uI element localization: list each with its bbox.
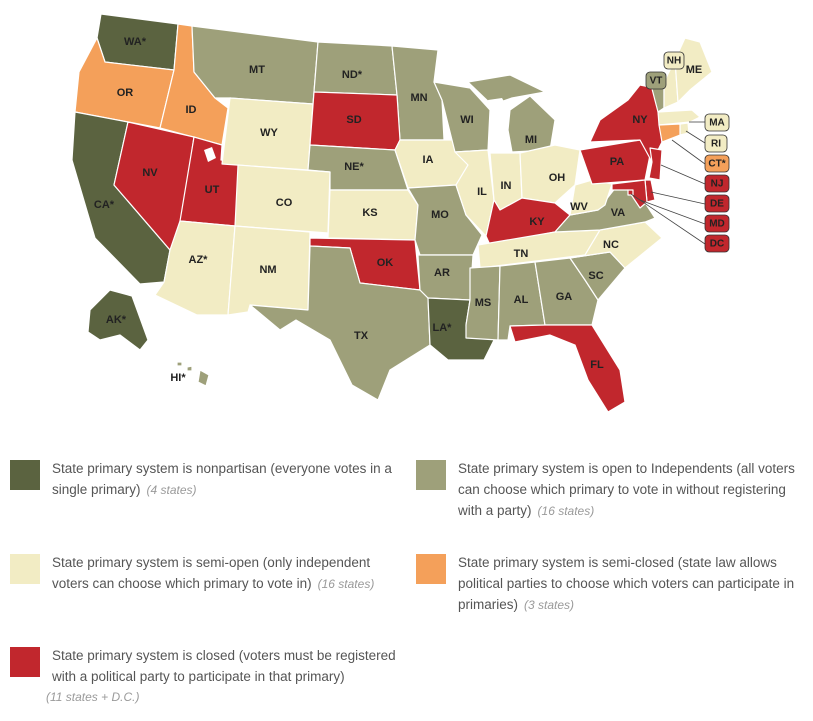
state-label-MI: MI (525, 134, 537, 146)
state-label-ID: ID (186, 104, 197, 116)
state-TX[interactable] (249, 245, 431, 401)
state-FL[interactable] (509, 324, 626, 413)
great-salt-lake (204, 147, 216, 162)
state-CT[interactable] (658, 123, 681, 143)
state-ME[interactable] (674, 37, 713, 103)
state-label-ME: ME (686, 64, 703, 76)
state-label-NY: NY (632, 114, 648, 126)
state-label-NH: NH (667, 56, 681, 67)
state-label-RI: RI (711, 139, 721, 150)
state-label-MD: MD (709, 219, 725, 230)
state-label-AZ: AZ* (189, 254, 209, 266)
legend-swatch-closed (10, 647, 40, 677)
legend-closed: State primary system is closed (voters m… (10, 645, 410, 708)
callout-box-MD[interactable] (704, 214, 730, 233)
legend-label-nonpartisan: State primary system is nonpartisan (eve… (52, 461, 392, 497)
state-label-MN: MN (410, 92, 427, 104)
state-label-KS: KS (362, 207, 377, 219)
state-label-NM: NM (259, 264, 276, 276)
legend-label-semi-open: State primary system is semi-open (only … (52, 555, 375, 591)
state-labels: WA* OR ID MT ND* MN CA* NV UT WY SD NE* CO KS AZ* NM OK T… (94, 36, 702, 384)
state-label-HI: HI* (170, 372, 186, 384)
state-label-MT: MT (249, 64, 265, 76)
state-DC[interactable] (627, 189, 634, 196)
state-label-KY: KY (529, 216, 545, 228)
state-HI[interactable] (176, 361, 210, 387)
state-label-DE: DE (710, 199, 724, 210)
state-RI[interactable] (679, 122, 690, 136)
legend-count-semi-closed: (3 states) (524, 598, 575, 612)
state-label-IN: IN (501, 180, 512, 192)
legend-swatch-semi-closed (416, 554, 446, 584)
state-label-MS: MS (475, 297, 492, 309)
legend-semi-open: State primary system is semi-open (only … (10, 552, 400, 595)
state-label-NE: NE* (344, 161, 364, 173)
small-state-callouts: VT NH MA RI CT* NJ DE MD DC (645, 51, 730, 253)
state-label-NJ: NJ (711, 179, 724, 190)
legend-label-semi-closed: State primary system is semi-closed (sta… (458, 555, 795, 612)
state-label-PA: PA (610, 156, 625, 168)
state-label-FL: FL (590, 359, 604, 371)
callout-box-CT[interactable] (704, 154, 730, 173)
legend-nonpartisan: State primary system is nonpartisan (eve… (10, 458, 400, 501)
state-label-WI: WI (460, 114, 473, 126)
state-label-GA: GA (556, 291, 573, 303)
state-label-AR: AR (434, 267, 450, 279)
us-primary-map: VT NH MA RI CT* NJ DE MD DC WA* OR ID MT ND* MN CA* NV U… (71, 13, 730, 413)
callout-box-DE[interactable] (704, 194, 730, 213)
state-label-ND: ND* (342, 69, 363, 81)
state-label-OK: OK (377, 257, 394, 269)
state-label-UT: UT (205, 184, 220, 196)
callout-box-NJ[interactable] (704, 174, 730, 193)
legend-label-closed: State primary system is closed (voters m… (46, 645, 410, 708)
state-label-WV: WV (570, 201, 588, 213)
state-label-OR: OR (117, 87, 134, 99)
leader-lines (630, 121, 706, 245)
state-AK[interactable] (87, 289, 149, 351)
state-label-OH: OH (549, 172, 566, 184)
legend-semi-closed: State primary system is semi-closed (sta… (416, 552, 808, 616)
state-label-CA: CA* (94, 199, 115, 211)
lake-michigan (488, 98, 510, 150)
state-label-NV: NV (142, 167, 158, 179)
legend-count-semi-open: (16 states) (317, 577, 375, 591)
state-label-VA: VA (611, 207, 626, 219)
legend-count-nonpartisan: (4 states) (146, 483, 197, 497)
state-label-CO: CO (276, 197, 293, 209)
state-label-AL: AL (514, 294, 529, 306)
state-IL[interactable] (454, 149, 495, 237)
legend-count-open: (16 states) (537, 504, 595, 518)
state-MA[interactable] (657, 109, 701, 126)
state-label-VT: VT (650, 76, 663, 87)
callout-box-NH[interactable] (663, 51, 685, 70)
state-label-NC: NC (603, 239, 619, 251)
state-NJ[interactable] (648, 147, 663, 181)
state-label-TN: TN (514, 248, 529, 260)
legend-open: State primary system is open to Independ… (416, 458, 808, 522)
state-label-WA: WA* (124, 36, 147, 48)
legend-swatch-nonpartisan (10, 460, 40, 490)
state-label-IL: IL (477, 186, 487, 198)
state-label-AK: AK* (106, 314, 127, 326)
legend-count-closed: (11 states + D.C.) (46, 690, 140, 704)
state-label-WY: WY (260, 127, 278, 139)
state-MD[interactable] (611, 179, 648, 209)
legend-swatch-semi-open (10, 554, 40, 584)
state-label-MO: MO (431, 209, 449, 221)
state-label-SC: SC (588, 270, 603, 282)
state-PA[interactable] (579, 139, 651, 185)
state-label-LA: LA* (433, 322, 453, 334)
state-label-MA: MA (709, 118, 725, 129)
state-label-DC: DC (710, 239, 724, 250)
state-label-SD: SD (346, 114, 361, 126)
callout-box-DC[interactable] (704, 234, 730, 253)
legend-label-open: State primary system is open to Independ… (458, 461, 795, 518)
state-label-TX: TX (354, 330, 369, 342)
state-label-CT: CT* (708, 159, 725, 170)
callout-box-MA[interactable] (704, 113, 730, 132)
callout-box-VT[interactable] (645, 71, 667, 90)
state-label-IA: IA (423, 154, 434, 166)
legend-swatch-open (416, 460, 446, 490)
callout-box-RI[interactable] (704, 134, 728, 153)
